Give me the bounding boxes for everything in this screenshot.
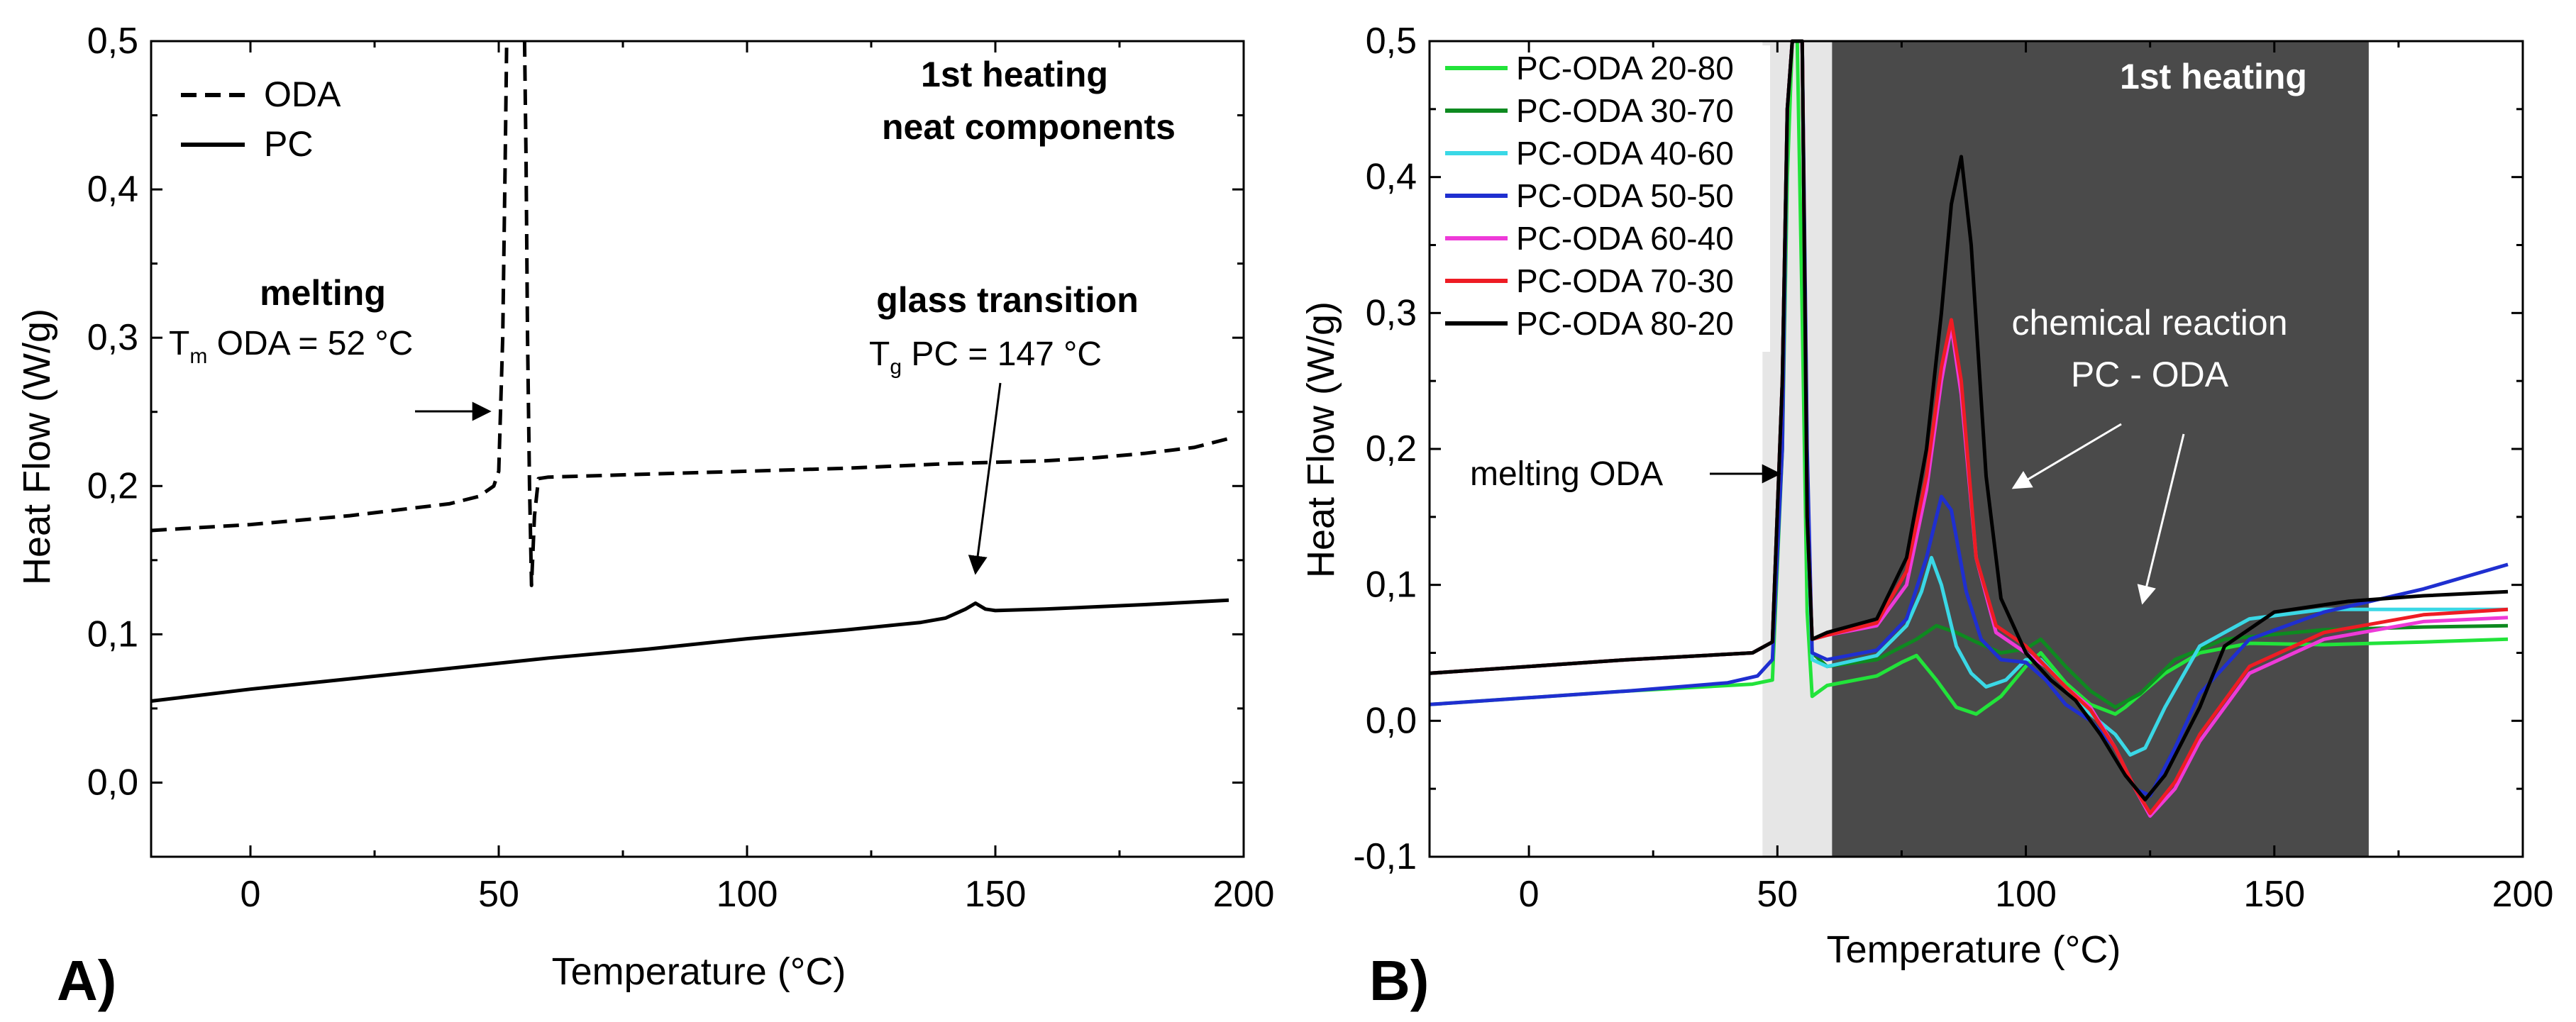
- reaction-arrow-1: [2011, 423, 2122, 489]
- y-tick-label: 0,4: [87, 169, 138, 210]
- x-tick-label: 100: [1995, 874, 2057, 915]
- x-tick-label: 200: [1213, 874, 1275, 915]
- panel-b-xlabel: Temperature (°C): [1827, 928, 2121, 971]
- panel-a-plot-data: [150, 40, 1229, 703]
- panel-b-shaded-regions: [1762, 41, 2369, 857]
- x-tick-label: 150: [965, 874, 1027, 915]
- legend-label: PC-ODA 40-60: [1516, 135, 1734, 172]
- legend-label: PC-ODA 20-80: [1516, 50, 1734, 87]
- y-tick-label: 0,1: [87, 613, 138, 655]
- legend-label-oda: ODA: [264, 74, 341, 114]
- series-line-oda: [150, 40, 1229, 587]
- panel-a-label: A): [57, 949, 116, 1012]
- y-tick-label: 0,3: [87, 317, 138, 358]
- x-tick-label: 0: [1519, 874, 1539, 915]
- y-tick-label: 0,3: [1366, 292, 1417, 333]
- panel-b-plot-data: [1429, 39, 2509, 818]
- y-tick-label: 0,2: [1366, 428, 1417, 470]
- series-line-pc: [150, 598, 1229, 703]
- plot-frame: [150, 40, 1245, 858]
- legend-background: [1444, 45, 1770, 352]
- panel-b-legend: PC-ODA 20-80 PC-ODA 30-70 PC-ODA 40-60 PC-O…: [1444, 45, 1770, 352]
- legend-label: PC-ODA 50-50: [1516, 177, 1734, 214]
- panel-a-axes: 0 50 100 150 200 0,0 0,1 0,2 0,3 0,4 0,5: [87, 21, 1275, 915]
- legend-label-pc: PC: [264, 124, 313, 164]
- legend-label: PC-ODA 60-40: [1516, 220, 1734, 257]
- y-tick-label: 0,4: [1366, 157, 1417, 198]
- panel-a-xlabel: Temperature (°C): [552, 950, 846, 993]
- melting-label: melting: [260, 273, 386, 313]
- x-tick-label: 200: [2492, 874, 2554, 915]
- x-tick-label: 50: [1757, 874, 1798, 915]
- panel-a-title: 1st heating: [921, 55, 1108, 94]
- panel-a-subtitle: neat components: [882, 107, 1176, 147]
- panel-b-chart: 1st heating chemical reaction PC - ODA m…: [1300, 21, 2553, 1012]
- panel-b-title: 1st heating: [2120, 57, 2307, 96]
- melting-tm-label: Tm ODA = 52 °C: [169, 325, 413, 368]
- panel-a-ylabel: Heat Flow (W/g): [16, 309, 58, 585]
- panel-a-legend: ODA PC: [181, 74, 341, 164]
- reaction-label-line2: PC - ODA: [2071, 355, 2229, 394]
- y-tick-label: 0,0: [87, 762, 138, 803]
- legend-label: PC-ODA 70-30: [1516, 262, 1734, 299]
- panel-b-label: B): [1369, 949, 1429, 1012]
- y-tick-label: 0,0: [1366, 700, 1417, 741]
- y-tick-label: -0,1: [1353, 836, 1417, 877]
- x-tick-label: 0: [241, 874, 261, 915]
- y-tick-label: 0,2: [87, 465, 138, 506]
- glass-tg-label: Tg PC = 147 °C: [869, 335, 1102, 379]
- panel-b-ylabel: Heat Flow (W/g): [1300, 301, 1342, 578]
- melting-oda-label: melting ODA: [1470, 455, 1663, 493]
- reaction-arrow-2: [2137, 433, 2185, 605]
- x-tick-label: 150: [2243, 874, 2305, 915]
- y-tick-label: 0,5: [87, 21, 138, 62]
- panel-b-axes: 0 50 100 150 200 -0,1 0,0 0,1 0,2 0,3 0,4 0,5: [1353, 21, 2553, 915]
- legend-label: PC-ODA 30-70: [1516, 92, 1734, 129]
- x-tick-label: 50: [478, 874, 519, 915]
- x-tick-label: 100: [717, 874, 778, 915]
- y-tick-label: 0,5: [1366, 21, 1417, 62]
- shaded-region-melting: [1762, 41, 1833, 857]
- y-tick-label: 0,1: [1366, 565, 1417, 606]
- series-line-pc-oda-80-20: [1429, 39, 2509, 801]
- panel-a-chart: ODA PC 1st heating neat components melti…: [16, 21, 1274, 1012]
- reaction-label-line1: chemical reaction: [2011, 303, 2287, 343]
- legend-label: PC-ODA 80-20: [1516, 305, 1734, 342]
- glass-arrow: [968, 382, 1002, 575]
- glass-transition-label: glass transition: [876, 280, 1139, 320]
